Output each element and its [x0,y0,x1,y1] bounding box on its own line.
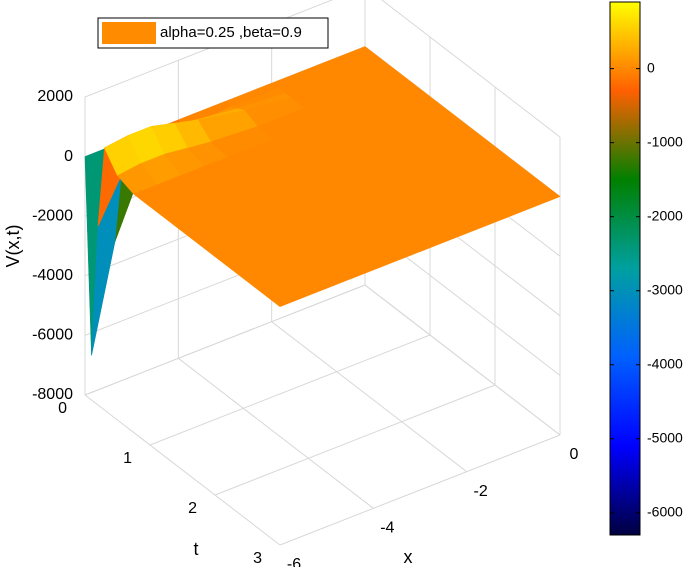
grid-line [84,394,281,546]
grid-line [381,0,561,138]
grid-line [279,434,561,546]
colorbar [609,1,641,536]
z-tick-label: 2000 [37,88,73,105]
t-tick-label: 3 [253,550,262,567]
legend-label: alpha=0.25 ,beta=0.9 [160,24,302,41]
t-axis-label: t [193,539,198,559]
x-tick-label: -4 [380,520,394,537]
x-axis-label: x [404,547,413,567]
surface-patch [214,247,304,307]
colorbar-tick-label: -6000 [647,503,683,519]
x-tick-label: -2 [474,483,488,500]
grid-line [214,384,496,496]
t-tick-label: 1 [123,450,132,467]
z-axis-label: V(x,t) [3,225,23,268]
colorbar-tick-label: -3000 [647,281,683,297]
legend-swatch [102,22,156,44]
z-tick-label: -6000 [32,327,73,344]
grid-line [149,334,431,446]
grid-line [364,284,561,436]
z-tick-label: -8000 [32,386,73,403]
colorbar-tick-label: -5000 [647,429,683,445]
grid-line [271,321,467,473]
colorbar-tick-label: -4000 [647,355,683,371]
grid-line [178,357,374,509]
t-tick-label: 2 [188,500,197,517]
t-tick-label: 0 [58,400,67,417]
z-tick-label: -4000 [32,267,73,284]
x-tick-label: 0 [570,446,579,463]
z-tick-label: -2000 [32,207,73,224]
colorbar-tick-label: 0 [647,59,655,75]
z-tick-label: 0 [64,148,73,165]
x-tick-label: -6 [287,556,301,567]
colorbar-tick-label: -2000 [647,207,683,223]
colorbar-tick-label: -1000 [647,133,683,149]
grid-line [84,284,366,396]
